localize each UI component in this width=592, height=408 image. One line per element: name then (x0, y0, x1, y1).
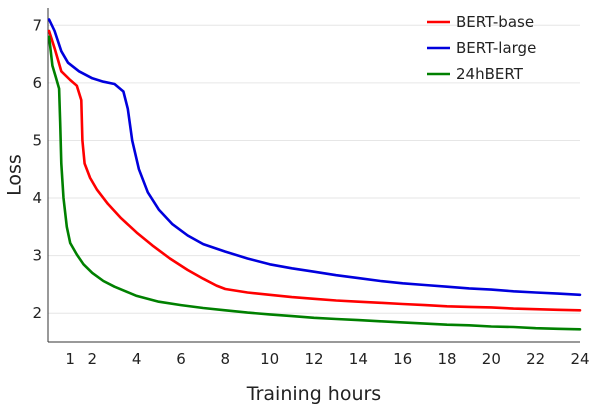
x-tick-label: 10 (260, 350, 279, 368)
x-tick-label: 18 (437, 350, 456, 368)
x-tick-label: 1 (65, 350, 75, 368)
y-tick-label: 5 (32, 131, 42, 149)
x-tick-label: 22 (526, 350, 545, 368)
y-tick-label: 4 (32, 189, 42, 207)
y-axis-label: Loss (4, 154, 26, 196)
series-line-bert-base (47, 29, 582, 312)
axes (47, 8, 580, 343)
x-tick-label: 16 (393, 350, 412, 368)
y-tick-label: 3 (32, 247, 42, 265)
x-tick-label: 12 (304, 350, 323, 368)
series-line-bert-large (47, 18, 582, 297)
series-line-24hbert (47, 35, 582, 331)
y-tick-label: 2 (32, 304, 42, 322)
x-axis-label: Training hours (246, 383, 381, 405)
legend-label: BERT-large (456, 39, 536, 57)
y-tick-label: 6 (32, 74, 42, 92)
x-tick-label: 20 (482, 350, 501, 368)
legend-label: 24hBERT (456, 65, 524, 83)
x-tick-label: 6 (176, 350, 186, 368)
x-tick-label: 4 (132, 350, 142, 368)
x-tick-label: 14 (349, 350, 368, 368)
y-tick-label: 7 (32, 16, 42, 34)
legend: BERT-base BERT-large 24hBERT (427, 13, 536, 83)
series-lines (47, 18, 582, 331)
x-tick-label: 2 (88, 350, 98, 368)
legend-label: BERT-base (456, 13, 534, 31)
x-tick-label: 24 (570, 350, 589, 368)
x-tick-label: 8 (221, 350, 231, 368)
grid-lines (48, 24, 580, 314)
